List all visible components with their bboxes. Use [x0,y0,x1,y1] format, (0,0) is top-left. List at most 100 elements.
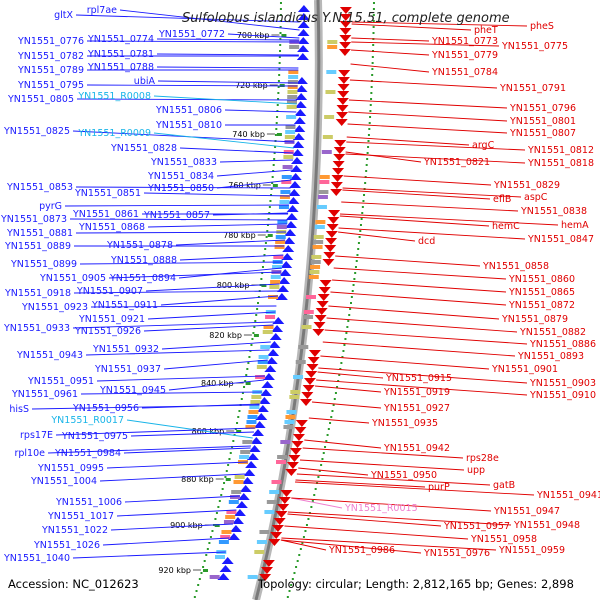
feature-block-inner [246,420,257,424]
outer-ring-dot [351,290,354,292]
feature-block-outer [290,390,301,394]
leader-line [348,111,508,122]
feature-block-outer [264,510,275,514]
outer-ring-dot [365,170,368,172]
reverse-gene-arrow [273,518,286,525]
outer-ring-dot [307,518,310,520]
gene-label: YN1551_0788 [87,62,154,73]
gene-label: YN1551_0995 [37,463,104,474]
leader-line [126,419,253,439]
leader-line [299,459,465,471]
inner-ring-dot [202,566,205,568]
forward-gene-arrow [292,141,305,148]
leader-line [64,204,289,207]
feature-block-inner [245,425,256,429]
leader-line [326,317,518,333]
gene-label: YN1551_R0008 [77,91,151,102]
gene-label: YN1551_0781 [87,49,154,60]
feature-block-outer [319,175,330,179]
reverse-gene-arrow [270,532,283,539]
gene-label: YN1551_0882 [519,327,586,338]
reverse-gene-arrow [338,70,351,77]
gene-label: aspC [524,192,548,203]
leader-line [168,379,265,391]
reverse-gene-arrow [339,35,352,42]
inner-ring-dot [270,194,273,196]
reverse-gene-arrow [324,245,337,252]
reverse-gene-arrow [300,399,313,406]
outer-ring-dot [367,140,370,142]
gene-label: YN1551_0779 [431,50,498,61]
outer-ring-dot [367,146,370,148]
feature-block-inner [221,530,232,534]
feature-block-inner [256,365,267,369]
outer-ring-dot [367,134,370,136]
gene-label: dcd [418,236,435,247]
inner-ring-dot [264,242,267,244]
tick-dot [236,430,242,433]
feature-block-inner [228,500,239,504]
feature-block-inner [233,480,244,484]
feature-block-inner [251,395,262,399]
forward-gene-arrow [239,485,252,492]
outer-ring-dot [322,452,325,454]
feature-block-outer [303,310,314,314]
reverse-gene-arrow [330,189,343,196]
outer-ring-dot [296,560,299,562]
feature-block-inner [247,415,258,419]
feature-block-inner [285,125,296,129]
inner-ring-dot [276,110,279,112]
leader-line [287,511,512,526]
tick-label: 920 kbp [158,566,191,575]
leader-line [143,192,290,197]
gene-label: YN1551_1006 [55,497,122,508]
gene-label: YN1551_0926 [74,326,141,337]
leader-line [280,539,327,551]
forward-gene-arrow [283,237,296,244]
inner-ring-dot [241,392,244,394]
inner-ring-dot [269,200,272,202]
forward-gene-arrow [295,85,308,92]
gene-label: YN1551_0935 [371,418,438,429]
outer-ring-dot [347,320,350,322]
outer-ring-dot [340,362,343,364]
feature-block-inner [286,100,297,104]
feature-color-track [209,40,338,579]
gene-label: gatB [493,480,515,491]
reverse-gene-arrow [291,441,304,448]
outer-ring-dot [371,56,374,58]
gene-label: YN1551_0899 [10,259,77,270]
leader-line [47,445,252,454]
feature-block-inner [258,355,269,359]
feature-block-inner [270,275,281,279]
leader-line [347,123,508,134]
gene-label: YN1551_0932 [92,344,159,355]
forward-gene-arrow [289,173,302,180]
gene-label: YN1551_0947 [493,506,560,517]
inner-ring-dot [253,326,256,328]
reverse-gene-arrow [339,28,352,35]
gene-label: YN1551_0838 [520,206,587,217]
leader-line [284,525,469,540]
inner-ring-dot [270,188,273,190]
reverse-gene-arrow [330,182,343,189]
outer-ring-dot [350,296,353,298]
outer-ring-dot [288,590,291,592]
outer-ring-dot [291,578,294,580]
gene-label: YN1551_0878 [106,240,173,251]
leader-line [342,189,491,200]
gene-label: YN1551_0865 [508,287,575,298]
reverse-gene-arrow [338,49,351,56]
reverse-gene-arrow [319,280,332,287]
reverse-gene-arrow [325,231,338,238]
leader-line [281,537,497,551]
feature-block-inner [283,155,294,159]
reverse-gene-arrow [289,448,302,455]
leader-line [280,539,422,554]
leader-line [72,551,226,559]
leader-line [85,349,270,356]
forward-gene-arrow [241,477,254,484]
reverse-gene-arrow [334,140,347,147]
tick-label: 800 kbp [217,281,250,290]
inner-ring-dot [274,134,277,136]
